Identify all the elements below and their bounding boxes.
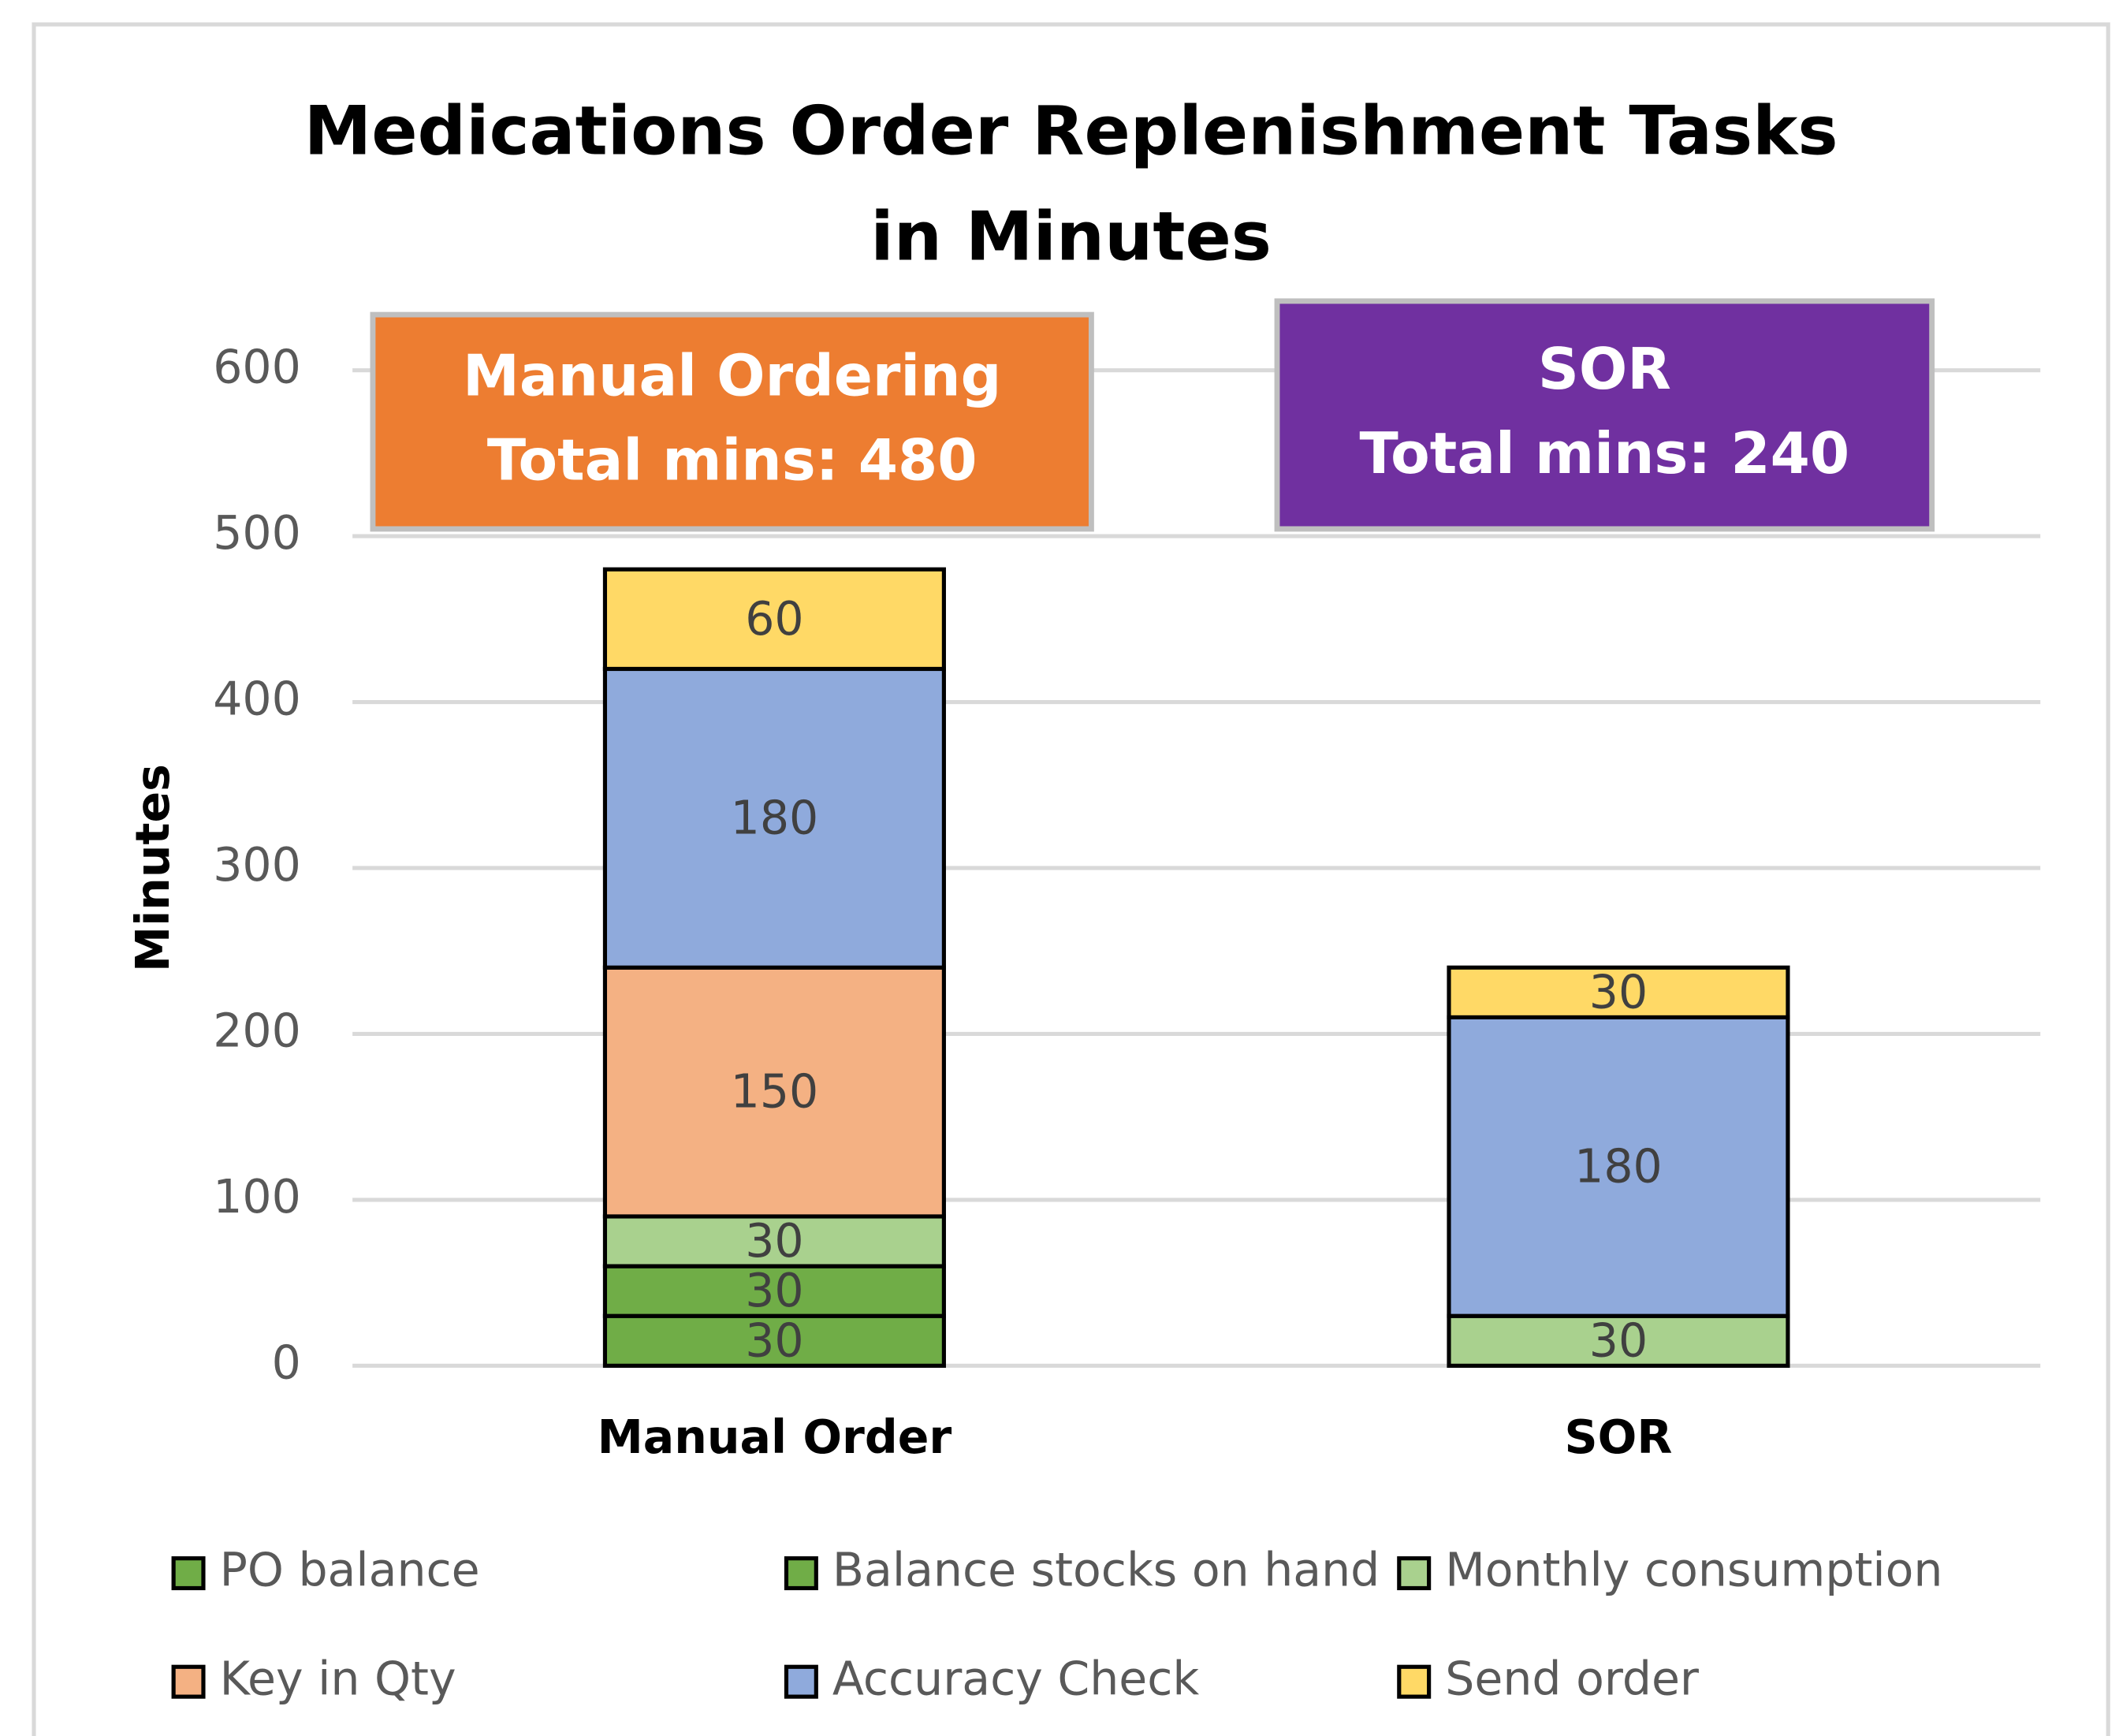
annotation-text: Total mins: 240 (1360, 421, 1850, 487)
data-label: 30 (745, 1264, 803, 1317)
data-label: 60 (745, 592, 803, 646)
legend-label: Monthly consumption (1445, 1544, 1942, 1597)
legend-label: Send order (1445, 1652, 1700, 1705)
data-label: 30 (745, 1313, 803, 1367)
legend-label: PO balance (220, 1544, 480, 1597)
data-label: 30 (1589, 965, 1648, 1019)
annotation-text: SOR (1538, 337, 1671, 403)
bar-segment (602, 1313, 946, 1368)
bar-segment (602, 965, 946, 1219)
legend-swatch (1397, 1556, 1432, 1591)
chart-title: in Minutes (870, 198, 1272, 277)
legend-swatch (784, 1556, 818, 1591)
annotation-box (1274, 298, 1935, 532)
bar-segment (1447, 1015, 1790, 1318)
y-tick-label: 0 (272, 1336, 301, 1389)
legend-swatch (1397, 1664, 1432, 1699)
annotation-text: Manual Ordering (463, 344, 1001, 410)
data-label: 180 (1574, 1139, 1663, 1193)
y-axis-label: Minutes (126, 764, 180, 972)
y-tick-label: 300 (213, 838, 301, 892)
data-label: 30 (1589, 1313, 1648, 1367)
legend-swatch (784, 1664, 818, 1699)
bar-segment (602, 666, 946, 970)
y-tick-label: 400 (213, 672, 301, 726)
annotation-text: Total mins: 480 (487, 427, 978, 494)
x-tick-label: SOR (1565, 1410, 1673, 1464)
legend-label: Accuracy Check (832, 1652, 1199, 1705)
chart-title: Medications Order Replenishment Tasks (304, 91, 1838, 170)
legend-label: Balance stocks on hand (832, 1544, 1380, 1597)
legend-swatch (171, 1556, 206, 1591)
bar-segment (1447, 965, 1790, 1019)
legend-swatch (171, 1664, 206, 1699)
annotation-box (370, 311, 1094, 532)
bar-segment (602, 1264, 946, 1318)
bar-segment (602, 1214, 946, 1268)
bar-segment (1447, 1313, 1790, 1368)
data-label: 30 (745, 1214, 803, 1268)
y-tick-label: 600 (213, 341, 301, 394)
data-label: 150 (731, 1065, 819, 1119)
chart-border (32, 22, 2110, 1736)
bar-segment (602, 567, 946, 672)
data-label: 180 (731, 791, 819, 844)
x-tick-label: Manual Order (598, 1410, 952, 1464)
y-tick-label: 500 (213, 506, 301, 560)
legend-label: Key in Qty (220, 1652, 456, 1705)
y-tick-label: 100 (213, 1170, 301, 1224)
y-tick-label: 200 (213, 1004, 301, 1058)
